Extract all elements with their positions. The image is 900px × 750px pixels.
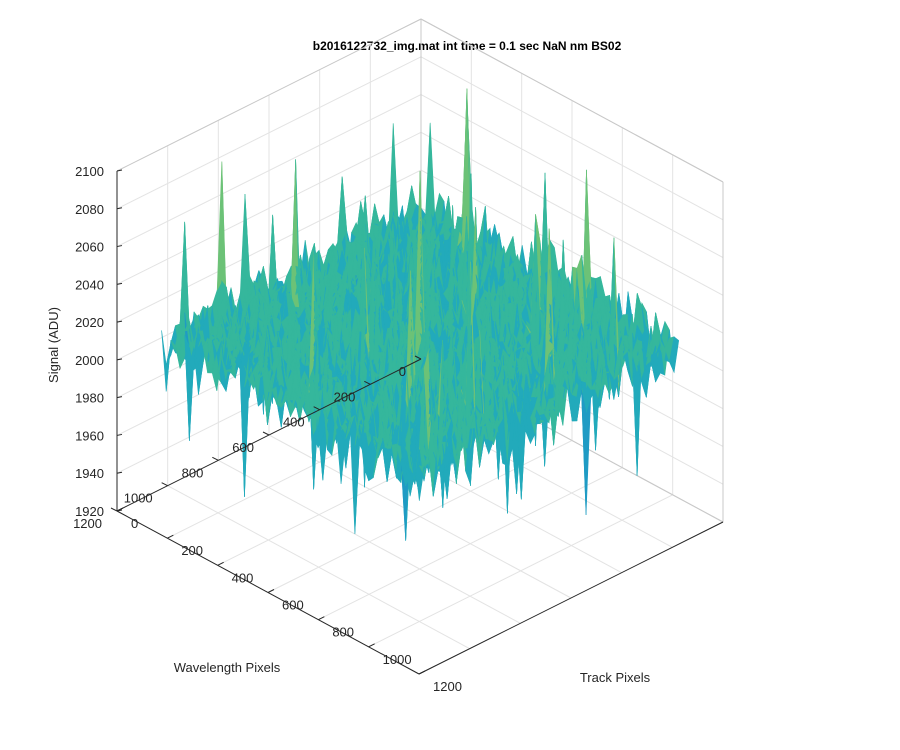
x-tick-label: 400 xyxy=(232,570,254,585)
z-tick-label: 1980 xyxy=(75,391,104,406)
y-tick-mark xyxy=(364,380,371,385)
box-edge xyxy=(420,18,724,183)
grid-line xyxy=(420,94,724,258)
x-tick-mark xyxy=(418,670,426,675)
x-tick-mark xyxy=(267,589,275,593)
z-tick-label: 1940 xyxy=(75,466,104,481)
z-tick-label: 2020 xyxy=(75,315,104,330)
x-tick-mark xyxy=(368,643,375,648)
y-axis-label: Wavelength Pixels xyxy=(174,660,281,675)
x-tick-label: 200 xyxy=(181,543,203,558)
x-tick-mark xyxy=(116,507,124,512)
y-tick-label: 1200 xyxy=(73,516,102,531)
x-tick-mark xyxy=(217,561,224,566)
x-tick-label: 1000 xyxy=(383,652,412,667)
grid-line xyxy=(420,56,724,221)
z-tick-label: 2000 xyxy=(75,353,104,368)
z-tick-label: 2040 xyxy=(75,277,104,292)
grid-line xyxy=(116,94,422,248)
grid-line xyxy=(218,459,521,624)
y-tick-mark xyxy=(313,406,320,411)
z-tick-mark xyxy=(116,169,123,172)
z-tick-mark xyxy=(116,471,123,474)
y-tick-mark xyxy=(414,355,422,360)
x-tick-label: 600 xyxy=(282,598,304,613)
z-tick-mark xyxy=(116,358,123,361)
y-tick-label: 0 xyxy=(399,364,406,379)
z-tick-mark xyxy=(116,245,123,248)
y-tick-mark xyxy=(262,431,270,436)
y-tick-label: 200 xyxy=(334,389,356,404)
grid-line xyxy=(116,56,422,210)
z-tick-label: 1960 xyxy=(75,428,104,443)
z-tick-mark xyxy=(116,396,123,399)
z-axis-label: Signal (ADU) xyxy=(46,307,61,383)
y-tick-label: 400 xyxy=(283,415,305,430)
z-tick-mark xyxy=(116,320,123,323)
z-tick-label: 1920 xyxy=(75,504,104,519)
z-tick-label: 2060 xyxy=(75,240,104,255)
grid-line xyxy=(167,485,470,650)
z-tick-mark xyxy=(116,433,123,436)
y-tick-label: 800 xyxy=(182,465,204,480)
x-tick-mark xyxy=(167,534,174,539)
y-tick-mark xyxy=(110,507,118,512)
z-tick-label: 2100 xyxy=(75,164,104,179)
x-tick-label: 1200 xyxy=(433,679,462,694)
box-edge xyxy=(116,18,422,172)
x-axis-line xyxy=(418,521,724,675)
x-tick-label: 800 xyxy=(332,625,354,640)
surface-patch xyxy=(161,330,172,392)
z-tick-mark xyxy=(116,207,123,210)
chart-title: b2016122732_img.mat int time = 0.1 sec N… xyxy=(313,39,622,53)
surface-mesh xyxy=(161,88,680,541)
surface-patch xyxy=(669,336,680,374)
y-tick-mark xyxy=(161,482,168,487)
z-tick-mark xyxy=(116,282,123,285)
y-tick-label: 1000 xyxy=(124,491,153,506)
y-tick-label: 600 xyxy=(232,440,254,455)
grid-line xyxy=(268,434,572,599)
tick-labels: 1920194019601980200020202040206020802100… xyxy=(73,164,462,694)
grid-line xyxy=(116,131,422,285)
grid-line xyxy=(420,131,724,296)
y-tick-mark xyxy=(212,456,219,461)
axes-lines xyxy=(110,169,724,675)
grid-line xyxy=(116,169,422,323)
x-axis-label: Track Pixels xyxy=(580,670,651,685)
z-tick-label: 2080 xyxy=(75,202,104,217)
x-tick-label: 0 xyxy=(131,516,138,531)
x-tick-mark xyxy=(318,616,325,621)
